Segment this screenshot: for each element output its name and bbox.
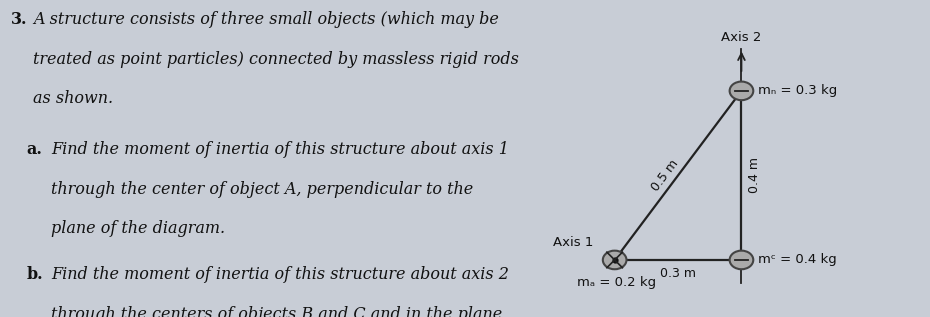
Text: treated as point particles) connected by massless rigid rods: treated as point particles) connected by… — [33, 51, 519, 68]
Text: A structure consists of three small objects (which may be: A structure consists of three small obje… — [33, 11, 498, 28]
Text: as shown.: as shown. — [33, 90, 113, 107]
Text: through the centers of objects B and C and in the plane: through the centers of objects B and C a… — [51, 306, 502, 317]
Text: Axis 2: Axis 2 — [722, 30, 762, 43]
Text: plane of the diagram.: plane of the diagram. — [51, 220, 225, 237]
Text: Axis 1: Axis 1 — [553, 236, 593, 249]
Text: 0.4 m: 0.4 m — [748, 158, 761, 193]
Text: mₙ = 0.3 kg: mₙ = 0.3 kg — [758, 83, 837, 97]
Text: through the center of object A, perpendicular to the: through the center of object A, perpendi… — [51, 181, 473, 198]
Text: Find the moment of inertia of this structure about axis 2: Find the moment of inertia of this struc… — [51, 266, 509, 283]
Text: 3.: 3. — [10, 11, 27, 28]
Text: a.: a. — [27, 141, 43, 158]
Ellipse shape — [730, 81, 753, 100]
Text: mᶜ = 0.4 kg: mᶜ = 0.4 kg — [758, 253, 836, 266]
Text: Find the moment of inertia of this structure about axis 1: Find the moment of inertia of this struc… — [51, 141, 509, 158]
Ellipse shape — [603, 251, 627, 269]
Text: 0.3 m: 0.3 m — [660, 267, 696, 280]
Text: mₐ = 0.2 kg: mₐ = 0.2 kg — [578, 276, 657, 289]
Ellipse shape — [730, 251, 753, 269]
Text: b.: b. — [27, 266, 43, 283]
Text: 0.5 m: 0.5 m — [649, 157, 682, 194]
